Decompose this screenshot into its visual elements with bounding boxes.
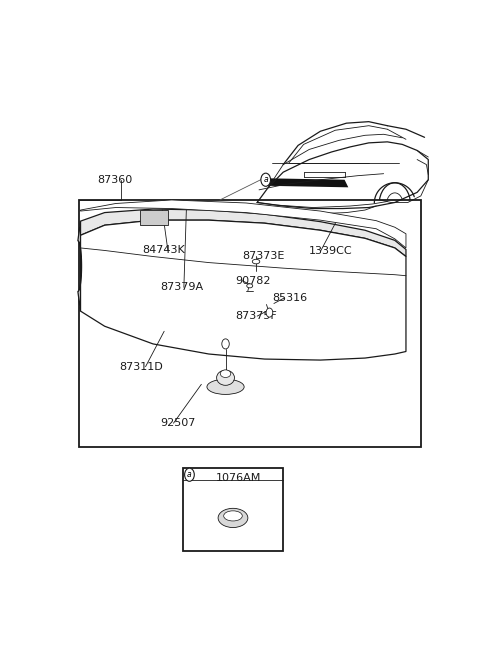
Circle shape (379, 183, 410, 225)
Bar (183, 468, 283, 551)
Polygon shape (81, 209, 406, 256)
Text: 92507: 92507 (160, 419, 196, 428)
Circle shape (334, 219, 341, 229)
Ellipse shape (252, 259, 260, 264)
Text: 90782: 90782 (235, 276, 270, 286)
Text: a: a (187, 470, 192, 480)
Polygon shape (81, 200, 406, 248)
Circle shape (185, 468, 194, 482)
Circle shape (261, 173, 271, 186)
Text: 87360: 87360 (97, 174, 132, 185)
Ellipse shape (220, 370, 231, 377)
Ellipse shape (207, 379, 244, 394)
Text: 87311D: 87311D (120, 361, 163, 372)
Polygon shape (264, 178, 348, 188)
Polygon shape (78, 221, 82, 311)
Text: 87373E: 87373E (242, 251, 285, 260)
Ellipse shape (224, 511, 242, 521)
Polygon shape (81, 220, 406, 360)
Circle shape (336, 222, 339, 227)
Circle shape (266, 308, 273, 317)
Text: 84743K: 84743K (142, 245, 185, 255)
Bar (79, 200, 421, 447)
Ellipse shape (218, 508, 248, 527)
Text: 85316: 85316 (272, 293, 307, 303)
Text: a: a (264, 175, 268, 184)
Circle shape (222, 339, 229, 349)
Ellipse shape (216, 370, 234, 385)
Text: 87379A: 87379A (160, 282, 204, 293)
Bar (140, 210, 168, 225)
Circle shape (386, 193, 403, 215)
Text: 1339CC: 1339CC (309, 247, 353, 256)
Text: 87375F: 87375F (235, 311, 276, 321)
Text: 1076AM: 1076AM (216, 473, 262, 483)
Ellipse shape (247, 284, 252, 288)
